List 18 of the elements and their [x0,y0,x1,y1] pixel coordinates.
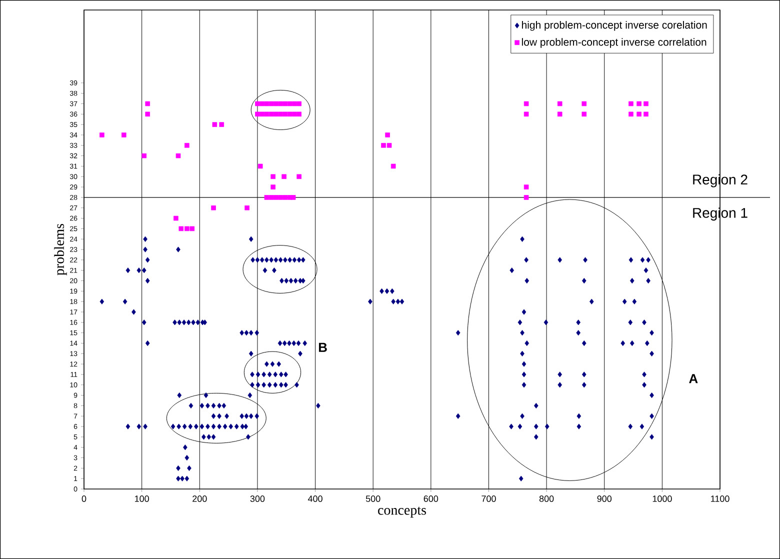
x-tick-label: 0 [82,496,86,502]
x-tick-label: 200 [192,496,207,502]
x-tick-label: 1000 [652,496,672,502]
x-tick-label: 1100 [711,496,730,502]
x-tick-label: 400 [308,496,322,502]
legend-label: low problem-concept inverse correlation [522,38,706,48]
x-tick-label: 100 [135,496,149,502]
x-tick-label: 900 [597,496,612,502]
x-tick-label: 800 [539,496,554,502]
x-tick-label: 700 [482,496,496,502]
annotation: B [318,342,327,352]
x-tick-label: 500 [366,496,380,502]
y-axis-title: problems [54,224,67,276]
annotation: A [689,374,698,384]
x-tick-label: 300 [250,496,265,502]
x-axis-title: concepts [378,506,426,518]
legend-label: high problem-concept inverse corelation [522,20,707,31]
x-tick-label: 600 [424,496,438,502]
